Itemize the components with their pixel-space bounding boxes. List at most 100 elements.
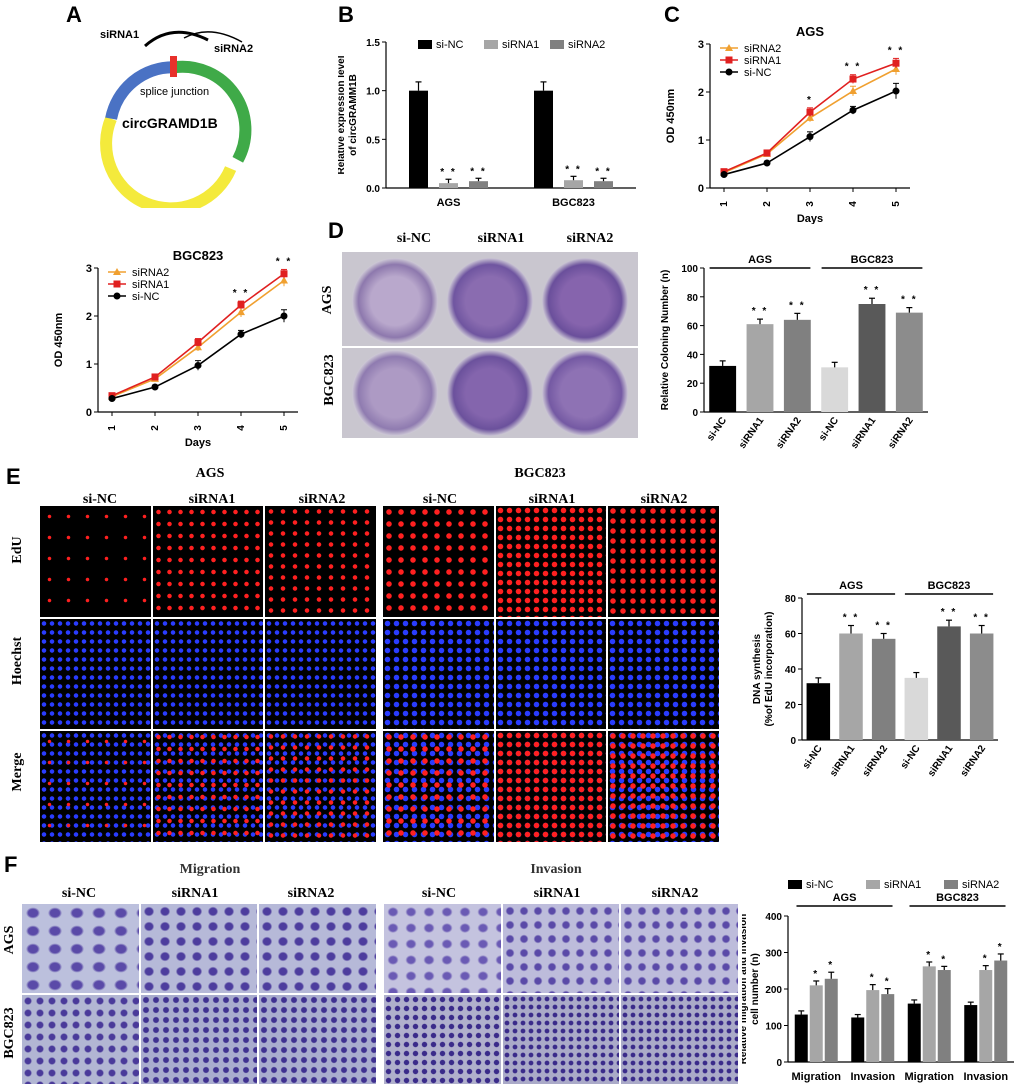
x-tick-label: Invasion <box>850 1071 895 1083</box>
f-row-bgc823: BGC823 <box>2 1007 17 1059</box>
transwell-image <box>502 904 620 993</box>
bar <box>564 180 583 188</box>
significance-mark: * * <box>233 288 250 299</box>
y-tick-label: 1.0 <box>366 87 380 98</box>
legend-swatch <box>484 40 498 49</box>
y-tick-label: 0.5 <box>366 135 380 146</box>
transwell-image <box>259 995 376 1084</box>
transwell-image <box>384 904 501 993</box>
legend-swatch <box>550 40 564 49</box>
y-tick-label: 100 <box>681 264 698 275</box>
sirna2-label: siRNA2 <box>214 43 253 55</box>
legend-label: si-NC <box>436 39 464 51</box>
colony-dish <box>542 350 628 436</box>
marker-square <box>806 108 814 116</box>
y-tick-label: 200 <box>765 985 782 996</box>
bar <box>851 1017 865 1062</box>
y-tick-label: 60 <box>687 322 699 333</box>
bar <box>969 633 994 740</box>
y-tick-label: 1.5 <box>366 38 380 49</box>
hoechst-image <box>495 618 607 730</box>
colony-dish <box>352 258 438 344</box>
x-tick-label: siRNA1 <box>926 743 956 779</box>
x-tick-label: 2 <box>762 201 773 207</box>
x-tick-label: 4 <box>848 201 859 207</box>
splice-junction-marker <box>170 56 177 77</box>
bar <box>907 1003 921 1062</box>
transwell-image <box>621 904 738 993</box>
transwell-grid-invasion <box>384 904 738 1084</box>
f-col-sinc-inv: si-NC <box>421 886 457 901</box>
significance-mark: * * <box>440 167 457 178</box>
bar <box>871 638 896 740</box>
edu-image <box>40 506 151 617</box>
y-axis-label-line: OD 450nm <box>665 89 677 144</box>
edu-image <box>495 506 607 617</box>
splice-junction-label: splice junction <box>140 86 209 98</box>
significance-mark: * * <box>901 295 918 306</box>
x-tick-label: 3 <box>805 201 816 207</box>
x-tick-label: siRNA1 <box>828 743 858 779</box>
panel-label-d: D <box>328 218 344 243</box>
transwell-image <box>502 995 620 1084</box>
f-group-invasion: Invasion <box>530 862 582 877</box>
transwell-image <box>621 995 738 1084</box>
f-col-sinc-mig: si-NC <box>61 886 97 901</box>
y-tick-label: 0 <box>776 1058 782 1069</box>
bar <box>821 367 849 412</box>
bar <box>994 960 1008 1062</box>
bar <box>979 970 993 1062</box>
x-axis-label: Days <box>185 437 211 449</box>
marker-circle <box>763 159 771 167</box>
edu-image-grid-ags <box>40 506 376 842</box>
significance-mark: * <box>828 960 834 971</box>
y-tick-label: 300 <box>765 949 782 960</box>
e-col-sirna1-bgc: siRNA1 <box>528 492 576 507</box>
legend-label: si-NC <box>744 67 772 79</box>
transwell-image <box>384 995 501 1084</box>
y-tick-label: 0 <box>698 183 704 195</box>
x-tick-label: siRNA2 <box>886 415 916 451</box>
hoechst-image <box>265 618 376 730</box>
bar <box>937 626 961 740</box>
x-tick-label: siRNA2 <box>959 743 989 779</box>
x-tick-label: AGS <box>437 197 461 209</box>
significance-mark: * * <box>845 62 862 73</box>
marker-square <box>763 149 771 157</box>
legend-label: siRNA2 <box>744 43 781 55</box>
f-col-sirna2-mig: siRNA2 <box>287 886 335 901</box>
f-col-sirna2-inv: siRNA2 <box>651 886 699 901</box>
chart-f-migration: 0 100 200 300 400 Relative migration and inva… <box>742 879 1014 1083</box>
sirna1-arc <box>144 30 209 48</box>
colony-dish <box>352 350 438 436</box>
sirna2-arc <box>183 31 243 43</box>
sirna1-label: siRNA1 <box>100 29 139 41</box>
panel-label-f: F <box>4 852 18 877</box>
f-group-migration: Migration <box>179 862 241 877</box>
marker-triangle <box>280 276 288 284</box>
edu-image-grid-bgc823 <box>383 506 719 842</box>
bar <box>858 304 886 412</box>
significance-mark: * * <box>470 166 487 177</box>
y-axis-label-line: DNA synthesis <box>752 633 763 704</box>
marker-circle <box>108 395 116 403</box>
significance-mark: * * <box>565 164 582 175</box>
y-tick-label: 2 <box>86 311 92 323</box>
circ-yellow-segment <box>100 116 237 208</box>
marker-circle <box>151 383 159 391</box>
legend-label: si-NC <box>132 291 160 303</box>
significance-mark: * <box>870 973 876 984</box>
hoechst-image <box>40 618 151 730</box>
panel-label-e: E <box>6 464 21 489</box>
y-tick-label: 0 <box>86 407 92 419</box>
legend-label: siRNA2 <box>132 267 169 279</box>
significance-mark: * <box>983 954 989 965</box>
significance-mark: * * <box>843 613 860 624</box>
bar <box>469 181 488 188</box>
significance-mark: * * <box>875 621 892 632</box>
bar <box>895 312 923 412</box>
legend-label: siRNA2 <box>568 39 605 51</box>
transwell-image <box>22 904 139 993</box>
x-tick-label: BGC823 <box>552 197 595 209</box>
